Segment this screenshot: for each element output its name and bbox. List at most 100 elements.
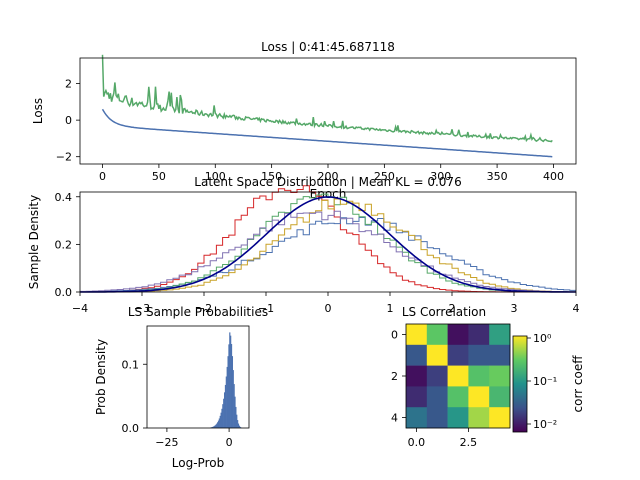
hist-x-ticks: −25 0 [155, 428, 233, 449]
latent-ytick-label: 0.4 [55, 191, 73, 204]
loss-xtick-label: 200 [318, 170, 339, 183]
heat-cell [426, 365, 448, 387]
loss-ytick-label: 0 [65, 114, 72, 127]
heat-cell [489, 324, 511, 346]
latent-xtick-label: −4 [72, 302, 88, 315]
loss-plot: Loss | 0:41:45.687118 0 50 100 150 200 250 300… [31, 40, 577, 201]
colorbar-tick-label: 10⁰ [533, 332, 552, 345]
latent-xtick-label: 2 [449, 302, 456, 315]
heat-cell [468, 344, 490, 366]
heat-cell [447, 386, 469, 408]
loss-x-ticks: 0 50 100 150 200 250 300 350 400 [99, 164, 564, 183]
loss-xtick-label: 50 [152, 170, 166, 183]
hist-bar [222, 404, 224, 428]
latent-ylabel: Sample Density [27, 195, 41, 289]
colorbar-tick-label: 10⁻¹ [533, 375, 557, 388]
correlation-plot: LS Correlation 0.0 2.5 0 2 4 10⁰ 10⁻¹ 10⁻² co… [391, 305, 585, 449]
latent-title: Latent Space Distribution | Mean KL = 0.… [194, 175, 461, 189]
loss-line-0 [101, 108, 553, 158]
colorbar-label: corr coeff [571, 355, 585, 413]
hist-bar [233, 384, 235, 428]
hist-bar [231, 356, 234, 428]
latent-xtick-label: 0 [325, 302, 332, 315]
hist-bar [221, 408, 223, 428]
latent-x-ticks: −4 −3 −2 −1 0 1 2 3 4 [72, 292, 580, 315]
loss-ylabel: Loss [31, 98, 45, 124]
heat-cell [447, 324, 469, 346]
hist-bar [217, 422, 219, 428]
heat-cells [406, 324, 511, 429]
heat-cell [468, 324, 490, 346]
loss-xtick-label: 250 [374, 170, 395, 183]
heat-xtick-label: 0.0 [408, 436, 426, 449]
loss-title: Loss | 0:41:45.687118 [261, 40, 395, 54]
latent-xtick-label: −1 [258, 302, 274, 315]
hist-bar [217, 420, 220, 428]
hist-xlabel: Log-Prob [172, 456, 224, 470]
hist-bar [232, 370, 234, 428]
heat-cell [489, 344, 511, 366]
loss-series [101, 54, 553, 158]
sample-prob-plot: LS Sample Probabilities −25 0 0.0 0.1 Prob… [94, 305, 268, 470]
hist-title: LS Sample Probabilities [128, 305, 268, 319]
hist-bar [236, 414, 238, 428]
hist-bar [230, 344, 233, 428]
heat-cell [426, 344, 448, 366]
hist-bar [219, 415, 221, 428]
heat-cell [406, 386, 428, 408]
hist-bar [234, 396, 236, 428]
hist-bar [224, 384, 227, 428]
latent-normal-reference [80, 196, 576, 293]
hist-bar [227, 356, 229, 428]
hist-bar [212, 426, 214, 428]
latent-xtick-label: −2 [196, 302, 212, 315]
heat-cell [406, 407, 428, 429]
latent-ytick-label: 0.0 [55, 286, 73, 299]
hist-ylabel: Prob Density [94, 339, 108, 415]
latent-ytick-label: 0.2 [55, 238, 73, 251]
hist-ytick-label: 0.1 [122, 358, 140, 371]
loss-y-ticks: −2 0 2 [56, 78, 80, 164]
loss-ytick-label: −2 [56, 151, 72, 164]
hist-bar [239, 426, 241, 428]
heat-cell [447, 365, 469, 387]
loss-xtick-label: 400 [543, 170, 564, 183]
heat-ytick-label: 4 [391, 412, 398, 425]
hist-bar [215, 424, 217, 428]
hist-bar [225, 376, 227, 428]
heat-cell [468, 407, 490, 429]
heat-xtick-label: 2.5 [460, 436, 478, 449]
heat-cell [489, 365, 511, 387]
hist-bar [223, 392, 226, 428]
loss-frame [79, 57, 577, 165]
heat-cell [426, 386, 448, 408]
hist-frame [146, 325, 250, 429]
hist-bar [223, 398, 225, 428]
heat-cell [468, 386, 490, 408]
latent-hist-0 [79, 185, 576, 293]
latent-xtick-label: 4 [573, 302, 580, 315]
heat-ytick-label: 2 [391, 370, 398, 383]
heat-cell [468, 365, 490, 387]
heat-cell [489, 386, 511, 408]
hist-bar [216, 423, 218, 428]
hist-bars [210, 332, 242, 428]
hist-bar [235, 406, 237, 428]
heat-cell [406, 344, 428, 366]
hist-bar [237, 420, 239, 428]
latent-series [79, 185, 576, 293]
loss-xtick-label: 300 [430, 170, 451, 183]
colorbar [512, 335, 528, 433]
hist-bar [220, 412, 222, 428]
heat-cell [426, 407, 448, 429]
heat-cell [406, 324, 428, 346]
latent-hist-4 [79, 210, 576, 293]
hist-xtick-label: 0 [226, 436, 233, 449]
heat-cell [406, 365, 428, 387]
latent-y-ticks: 0.0 0.2 0.4 [55, 191, 80, 299]
heat-y-ticks: 0 2 4 [391, 328, 406, 425]
loss-xtick-label: 150 [261, 170, 282, 183]
latent-xtick-label: −3 [134, 302, 150, 315]
hist-bar [229, 332, 231, 428]
